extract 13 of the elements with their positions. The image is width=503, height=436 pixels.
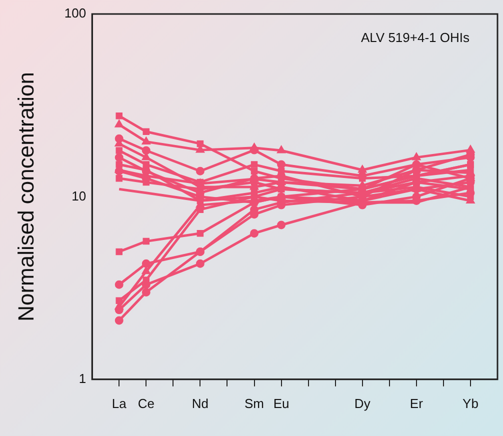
y-tick-label: 100 xyxy=(64,6,86,21)
x-tick-label: Ce xyxy=(138,396,154,411)
y-tick-label: 10 xyxy=(72,188,86,204)
y-tick-label: 1 xyxy=(78,370,86,386)
annotation: ALV 519+4-1 OHIs xyxy=(360,30,470,46)
x-tick-label: La xyxy=(112,396,128,411)
x-tick-label: Eu xyxy=(273,396,290,411)
x-tick-label: Dy xyxy=(354,396,371,411)
x-tick-label: Nd xyxy=(192,396,209,411)
x-tick-label: Er xyxy=(410,396,424,411)
y-axis-title: Normalised concentration xyxy=(13,72,38,322)
x-tick-label: Sm xyxy=(244,396,264,411)
x-tick-label: Yb xyxy=(462,396,478,411)
